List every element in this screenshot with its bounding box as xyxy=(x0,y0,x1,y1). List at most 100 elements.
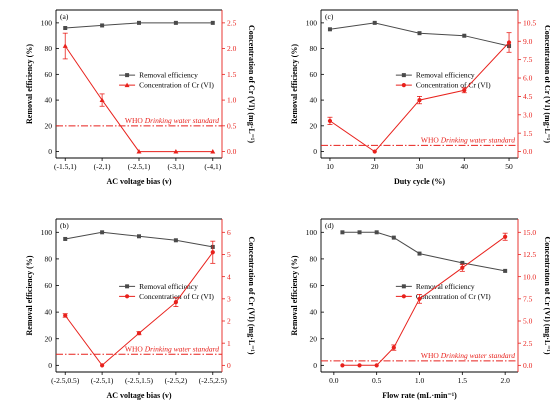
right-tick-label: 7.5 xyxy=(523,294,533,303)
left-tick-label: 20 xyxy=(310,334,318,343)
x-tick-label: 50 xyxy=(505,162,513,171)
x-tick-label: (-2.5,2) xyxy=(165,376,188,385)
left-tick-label: 40 xyxy=(310,96,318,105)
legend-removal-label: Removal efficiency xyxy=(139,282,198,291)
who-prefix: WHO xyxy=(421,135,441,144)
legend-concentration-label: Concentration of Cr (VI) xyxy=(139,81,214,90)
x-tick-label: (-2.5,1) xyxy=(91,376,114,385)
who-prefix: WHO xyxy=(125,116,145,125)
legend-removal-marker xyxy=(125,73,130,78)
who-standard-label: WHO Drinking water standard xyxy=(421,351,515,360)
data-point-concentration xyxy=(136,148,142,154)
right-tick-label: 4.5 xyxy=(523,92,533,101)
x-tick-label: (-2,1) xyxy=(94,162,111,171)
data-point-concentration xyxy=(460,265,465,270)
left-tick-label: 0 xyxy=(48,361,52,370)
data-point-concentration xyxy=(99,97,105,102)
right-axis-title: Concentration of Cr (VI) (mg·L⁻¹) xyxy=(543,236,550,354)
right-tick-label: 1 xyxy=(227,339,231,348)
legend-concentration-label: Concentration of Cr (VI) xyxy=(416,81,491,90)
right-tick-label: 1.5 xyxy=(227,70,237,79)
data-point-removal xyxy=(357,230,362,235)
chart-panel-4: (d) 0 20 40 60 80 100 0.0 2.5 5.0 7.5 10.0 12.5 15.0 0… xyxy=(290,218,550,400)
x-axis-title: Duty cycle (%) xyxy=(394,177,445,186)
right-axis-title: Concentration of Cr (VI) (mg·L⁻¹) xyxy=(543,25,550,143)
data-point-concentration xyxy=(417,97,422,103)
left-tick-label: 20 xyxy=(45,334,53,343)
x-axis-title: Flow rate (mL·min⁻¹) xyxy=(382,391,457,400)
who-prefix: WHO xyxy=(125,344,145,353)
data-point-concentration xyxy=(136,331,142,336)
x-tick-label: (-2.5,1) xyxy=(128,162,151,171)
x-tick-label: (-2.5,2.5) xyxy=(199,376,228,385)
data-point-concentration xyxy=(506,40,512,45)
left-tick-label: 100 xyxy=(41,228,53,237)
data-point-concentration xyxy=(173,300,178,305)
who-standard-label: WHO Drinking water standard xyxy=(125,116,219,125)
right-tick-label: 4 xyxy=(227,272,231,281)
x-tick-label: 20 xyxy=(371,162,379,171)
right-tick-label: 5 xyxy=(227,250,231,259)
data-point-removal xyxy=(63,26,68,31)
data-point-removal xyxy=(372,20,377,25)
right-tick-label: 9.0 xyxy=(523,37,533,46)
x-axis-title: AC voltage bias (v) xyxy=(106,177,171,186)
right-tick-label: 1.5 xyxy=(523,129,533,138)
who-italic: Drinking water standard xyxy=(144,116,220,125)
chart-panel-1: (a) 0 20 40 60 80 100 0.0 0.5 1.0 1.5 2.0 2.5 (-1.5,1… xyxy=(25,9,256,186)
right-tick-label: 7.5 xyxy=(523,55,533,64)
legend-concentration-marker xyxy=(124,82,130,88)
x-axis-title: AC voltage bias (v) xyxy=(106,391,171,400)
right-tick-label: 0 xyxy=(227,361,231,370)
chart-panel-2: (c) 0 20 40 60 80 100 0.0 1.5 3.0 4.5 6.0 7.5 9.0 10.5… xyxy=(290,9,550,186)
right-tick-label: 15.0 xyxy=(523,228,536,237)
right-tick-label: 2 xyxy=(227,317,231,326)
x-tick-label: 2.0 xyxy=(500,376,510,385)
data-point-concentration xyxy=(372,149,377,154)
x-tick-label: (-1.5,1) xyxy=(54,162,77,171)
legend-removal-marker xyxy=(125,284,130,289)
right-tick-label: 0.0 xyxy=(523,147,533,156)
legend-concentration-marker xyxy=(401,83,406,88)
x-tick-label: 0.0 xyxy=(329,376,339,385)
left-tick-label: 60 xyxy=(310,70,318,79)
right-tick-label: 2.5 xyxy=(227,18,237,27)
right-axis-title: Concentration of Cr (VI) (mg·L⁻¹) xyxy=(247,236,256,354)
left-axis-title: Removal efficiency (%) xyxy=(25,44,34,124)
data-point-removal xyxy=(327,27,332,32)
legend-concentration-label: Concentration of Cr (VI) xyxy=(139,292,214,301)
data-point-concentration xyxy=(210,148,216,154)
data-point-concentration xyxy=(391,345,396,350)
x-tick-label: (-2.5,0.5) xyxy=(51,376,80,385)
who-prefix: WHO xyxy=(421,351,441,360)
who-standard-label: WHO Drinking water standard xyxy=(421,135,515,144)
data-point-concentration xyxy=(210,250,215,255)
right-tick-label: 0.0 xyxy=(227,147,237,156)
data-point-concentration xyxy=(63,313,68,318)
x-tick-label: (-2.5,1.5) xyxy=(125,376,154,385)
x-tick-label: 30 xyxy=(416,162,424,171)
left-tick-label: 0 xyxy=(313,361,317,370)
left-tick-label: 20 xyxy=(310,121,318,130)
right-tick-label: 6 xyxy=(227,228,231,237)
data-point-removal xyxy=(137,234,141,239)
left-tick-label: 100 xyxy=(41,18,53,27)
data-point-concentration xyxy=(417,296,422,301)
left-tick-label: 40 xyxy=(45,308,53,317)
right-tick-label: 2.5 xyxy=(523,339,533,348)
series-line-concentration xyxy=(64,45,213,153)
left-tick-label: 0 xyxy=(313,147,317,156)
x-tick-label: 0.5 xyxy=(372,376,382,385)
left-tick-label: 80 xyxy=(45,255,53,264)
data-point-concentration xyxy=(62,43,68,48)
left-tick-label: 100 xyxy=(306,18,318,27)
left-tick-label: 60 xyxy=(45,70,53,79)
panel-label: (a) xyxy=(60,12,69,21)
left-tick-label: 100 xyxy=(306,228,318,237)
right-tick-label: 3.0 xyxy=(523,110,533,119)
data-point-removal xyxy=(460,260,465,265)
x-tick-label: 1.5 xyxy=(458,376,468,385)
x-tick-label: 40 xyxy=(461,162,469,171)
left-tick-label: 60 xyxy=(310,281,318,290)
